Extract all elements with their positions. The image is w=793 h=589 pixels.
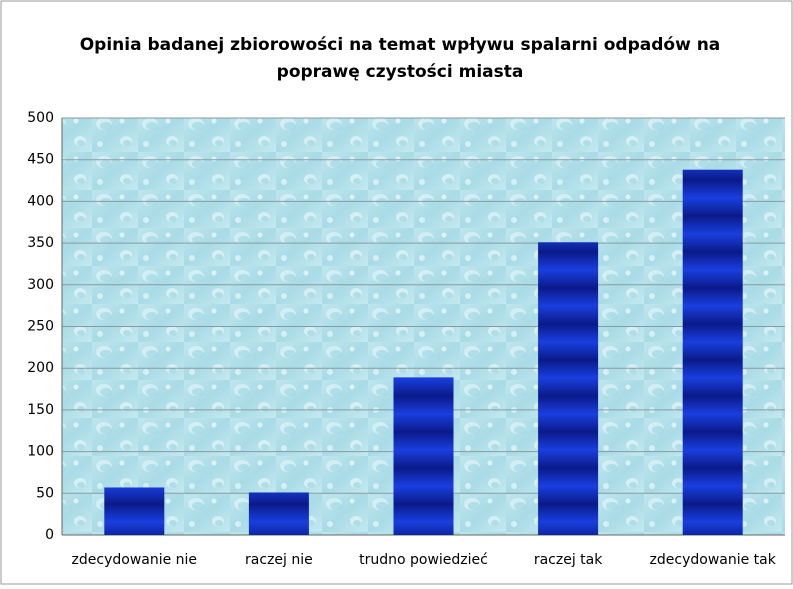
y-tick-label: 500 — [27, 110, 54, 126]
y-tick-label: 150 — [27, 402, 54, 418]
x-tick-label: trudno powiedzieć — [359, 552, 488, 568]
x-tick-label: raczej tak — [534, 552, 603, 568]
x-tick-label: zdecydowanie nie — [72, 552, 198, 568]
bar — [104, 487, 165, 535]
y-tick-label: 0 — [45, 527, 54, 543]
x-tick-label: zdecydowanie tak — [650, 552, 777, 568]
y-tick-label: 300 — [27, 277, 54, 293]
chart-title: poprawę czystości miasta — [277, 62, 524, 82]
y-tick-label: 350 — [27, 235, 54, 251]
x-tick-label: raczej nie — [245, 552, 313, 568]
chart-title: Opinia badanej zbiorowości na temat wpły… — [80, 35, 721, 55]
y-tick-label: 400 — [27, 193, 54, 209]
bar — [393, 377, 454, 535]
bar — [682, 169, 743, 535]
y-tick-label: 200 — [27, 360, 54, 376]
y-tick-label: 100 — [27, 444, 54, 460]
bar — [538, 242, 599, 536]
y-tick-label: 250 — [27, 319, 54, 335]
y-tick-label: 450 — [27, 152, 54, 168]
bar — [248, 492, 309, 535]
y-tick-label: 50 — [36, 485, 54, 501]
